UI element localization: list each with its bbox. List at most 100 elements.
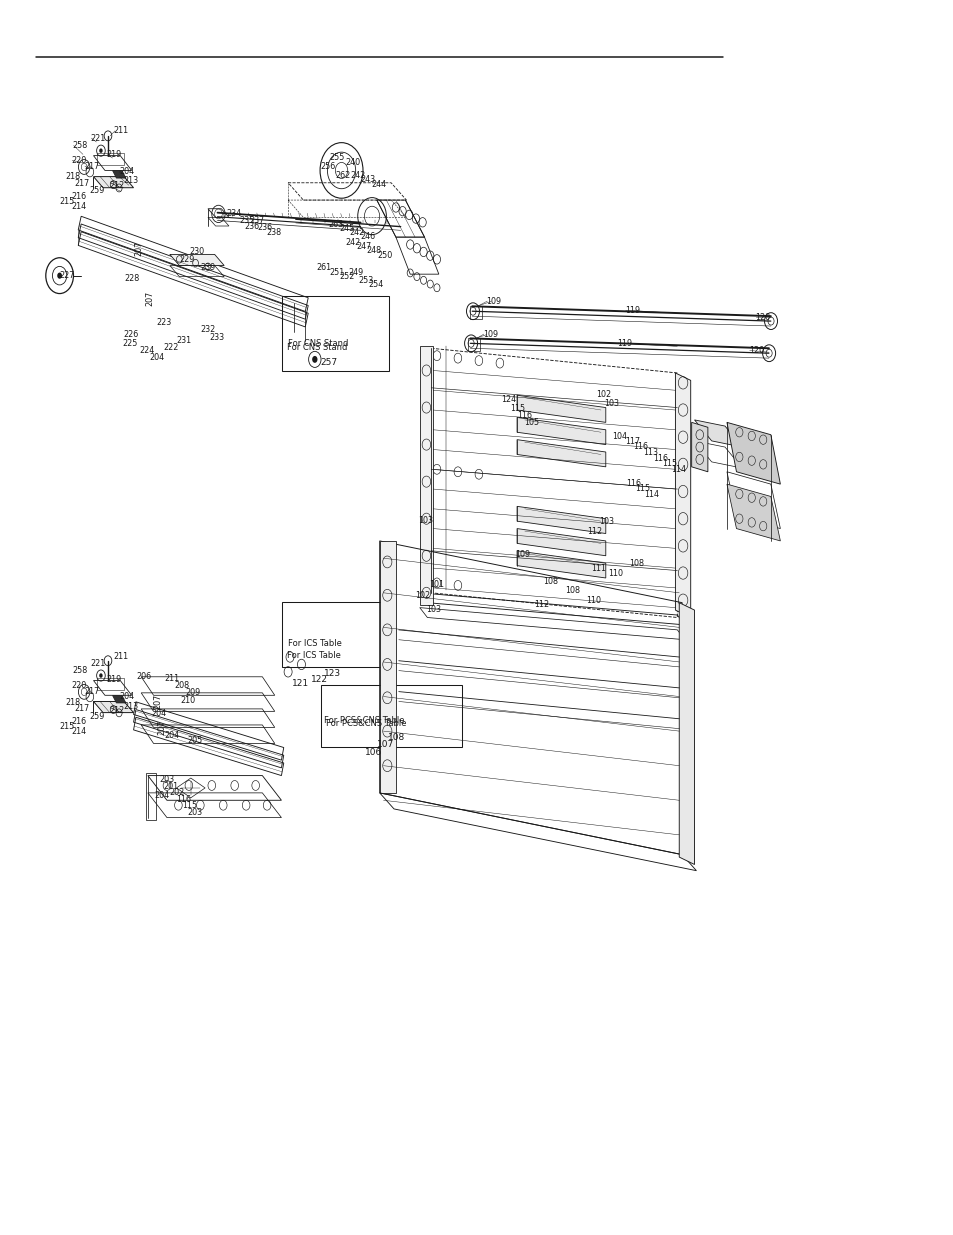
Text: 215: 215 bbox=[59, 722, 74, 731]
Polygon shape bbox=[517, 529, 605, 556]
Text: 208: 208 bbox=[174, 682, 190, 690]
Text: 233: 233 bbox=[209, 333, 224, 342]
Text: 103: 103 bbox=[425, 605, 440, 614]
Text: 108: 108 bbox=[543, 577, 558, 585]
Text: 203: 203 bbox=[159, 776, 174, 784]
Text: 261: 261 bbox=[316, 263, 332, 272]
Text: 213: 213 bbox=[124, 177, 138, 185]
Polygon shape bbox=[691, 422, 707, 472]
Text: 219: 219 bbox=[107, 151, 121, 159]
Text: 107: 107 bbox=[376, 741, 394, 750]
Text: 111: 111 bbox=[591, 564, 606, 573]
Text: 247: 247 bbox=[356, 242, 372, 251]
Circle shape bbox=[99, 148, 103, 153]
Text: 220: 220 bbox=[71, 682, 87, 690]
Text: 224: 224 bbox=[139, 346, 154, 354]
Text: 218: 218 bbox=[66, 173, 81, 182]
Text: 115: 115 bbox=[661, 459, 677, 468]
Text: 204: 204 bbox=[149, 353, 164, 362]
Text: 116: 116 bbox=[176, 795, 192, 804]
Text: 210: 210 bbox=[181, 697, 195, 705]
Text: 116: 116 bbox=[517, 411, 532, 420]
Text: 205: 205 bbox=[188, 736, 203, 745]
Text: 245: 245 bbox=[339, 225, 355, 233]
Text: 101: 101 bbox=[429, 580, 444, 589]
Text: 110: 110 bbox=[608, 569, 623, 578]
Text: 109: 109 bbox=[482, 330, 497, 338]
Text: 204: 204 bbox=[165, 731, 180, 740]
Polygon shape bbox=[726, 422, 780, 484]
Text: 222: 222 bbox=[163, 343, 178, 352]
Text: For PCS&CNS Table: For PCS&CNS Table bbox=[324, 716, 404, 725]
Text: 207: 207 bbox=[157, 720, 166, 735]
Text: 240: 240 bbox=[345, 158, 360, 167]
Text: 215: 215 bbox=[59, 198, 74, 206]
Text: 115: 115 bbox=[510, 404, 525, 412]
Polygon shape bbox=[694, 420, 741, 447]
Text: 242: 242 bbox=[350, 170, 365, 179]
Polygon shape bbox=[517, 417, 605, 445]
Text: For CNS Stand: For CNS Stand bbox=[288, 340, 348, 348]
Text: 217: 217 bbox=[74, 704, 90, 713]
Text: 103: 103 bbox=[604, 399, 619, 408]
Text: 237: 237 bbox=[250, 216, 265, 225]
Text: 103: 103 bbox=[598, 517, 614, 526]
Text: 229: 229 bbox=[179, 254, 194, 263]
Bar bbox=[146, 773, 155, 820]
Circle shape bbox=[57, 273, 62, 279]
Text: 108: 108 bbox=[565, 587, 580, 595]
Text: 114: 114 bbox=[671, 464, 686, 473]
Polygon shape bbox=[112, 170, 126, 178]
Text: 244: 244 bbox=[372, 180, 387, 189]
Text: 203: 203 bbox=[188, 808, 203, 816]
Text: 204: 204 bbox=[119, 692, 134, 700]
Text: 204: 204 bbox=[119, 167, 134, 175]
Text: 213: 213 bbox=[124, 701, 138, 710]
Text: 243: 243 bbox=[360, 175, 375, 184]
Text: 259: 259 bbox=[90, 186, 105, 195]
Text: 206: 206 bbox=[136, 672, 152, 680]
Text: 212: 212 bbox=[110, 182, 125, 190]
Text: 252: 252 bbox=[339, 272, 355, 280]
Text: 258: 258 bbox=[72, 667, 88, 676]
Text: 221: 221 bbox=[91, 659, 106, 668]
Text: 263: 263 bbox=[328, 220, 343, 228]
Text: 256: 256 bbox=[320, 163, 335, 172]
Text: For ICS Table: For ICS Table bbox=[288, 638, 341, 647]
Text: 113: 113 bbox=[642, 448, 658, 457]
Polygon shape bbox=[517, 551, 605, 578]
Text: 216: 216 bbox=[71, 193, 87, 201]
Text: 211: 211 bbox=[164, 674, 179, 683]
Text: 109: 109 bbox=[515, 551, 530, 559]
Text: 226: 226 bbox=[124, 331, 139, 340]
Polygon shape bbox=[419, 346, 433, 605]
Text: 114: 114 bbox=[643, 490, 659, 499]
Text: 212: 212 bbox=[110, 706, 125, 715]
Text: 120: 120 bbox=[755, 314, 770, 322]
Text: 216: 216 bbox=[71, 718, 87, 726]
Text: 211: 211 bbox=[112, 126, 128, 136]
Text: 104: 104 bbox=[612, 432, 627, 441]
Text: 234: 234 bbox=[227, 210, 242, 219]
Bar bbox=[468, 338, 479, 351]
Bar bbox=[97, 153, 124, 165]
Text: 112: 112 bbox=[587, 527, 602, 536]
Text: 108: 108 bbox=[388, 734, 405, 742]
Text: 220: 220 bbox=[71, 156, 87, 164]
Text: 108: 108 bbox=[629, 559, 644, 568]
Text: 214: 214 bbox=[71, 727, 86, 736]
Text: 257: 257 bbox=[320, 358, 337, 367]
Text: 116: 116 bbox=[653, 454, 668, 463]
Text: 102: 102 bbox=[595, 390, 610, 399]
Text: 235: 235 bbox=[239, 216, 254, 225]
Polygon shape bbox=[93, 701, 133, 713]
Text: 201: 201 bbox=[164, 782, 178, 790]
Circle shape bbox=[99, 673, 103, 678]
Text: 238: 238 bbox=[266, 228, 281, 237]
Text: 254: 254 bbox=[368, 280, 383, 289]
Text: 120: 120 bbox=[748, 346, 763, 354]
Text: 239: 239 bbox=[200, 263, 215, 272]
Text: 207: 207 bbox=[153, 694, 162, 709]
Text: 242: 242 bbox=[345, 238, 360, 247]
Text: 236: 236 bbox=[257, 224, 273, 232]
